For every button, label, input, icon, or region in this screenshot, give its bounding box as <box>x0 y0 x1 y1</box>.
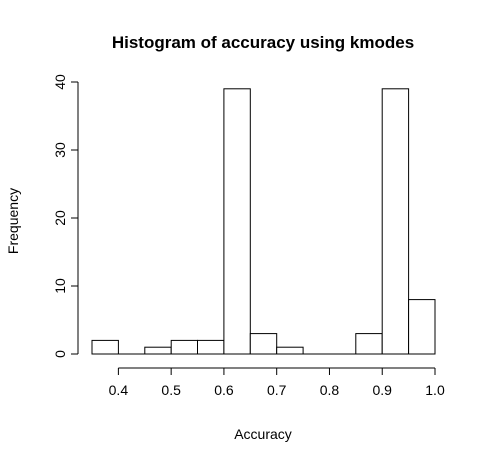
histogram-bar-3 <box>170 339 199 355</box>
histogram-bar-7 <box>276 346 304 355</box>
x-axis: 0.4 0.5 0.6 0.7 0.8 0.9 1.0 <box>109 367 445 398</box>
histogram-bar-6 <box>249 333 278 355</box>
histogram-bar-5 <box>223 88 251 355</box>
x-tick-label-2: 0.6 <box>214 382 234 398</box>
y-tick-label-2: 20 <box>52 210 68 226</box>
x-tick-label-6: 1.0 <box>425 382 445 398</box>
x-tick-label-1: 0.5 <box>161 382 181 398</box>
histogram-bar-4 <box>197 339 225 355</box>
y-axis: 0 10 20 30 40 <box>52 74 79 358</box>
y-axis-label: Frequency <box>5 188 21 254</box>
y-tick-label-0: 0 <box>52 350 68 358</box>
histogram-bar-12 <box>408 299 436 355</box>
histogram-bar-0 <box>91 339 119 355</box>
y-tick-label-1: 10 <box>52 278 68 294</box>
x-tick-label-0: 0.4 <box>109 382 129 398</box>
histogram-bar-11 <box>381 88 410 355</box>
x-axis-label: Accuracy <box>234 426 292 442</box>
histogram-bar-2 <box>144 346 172 355</box>
histogram-bar-10 <box>355 333 383 355</box>
x-tick-label-3: 0.7 <box>267 382 287 398</box>
chart-title: Histogram of accuracy using kmodes <box>112 33 414 52</box>
x-tick-label-5: 0.9 <box>372 382 392 398</box>
x-tick-label-4: 0.8 <box>320 382 340 398</box>
y-tick-label-3: 30 <box>52 142 68 158</box>
y-tick-label-4: 40 <box>52 74 68 90</box>
bars-group <box>91 88 436 355</box>
